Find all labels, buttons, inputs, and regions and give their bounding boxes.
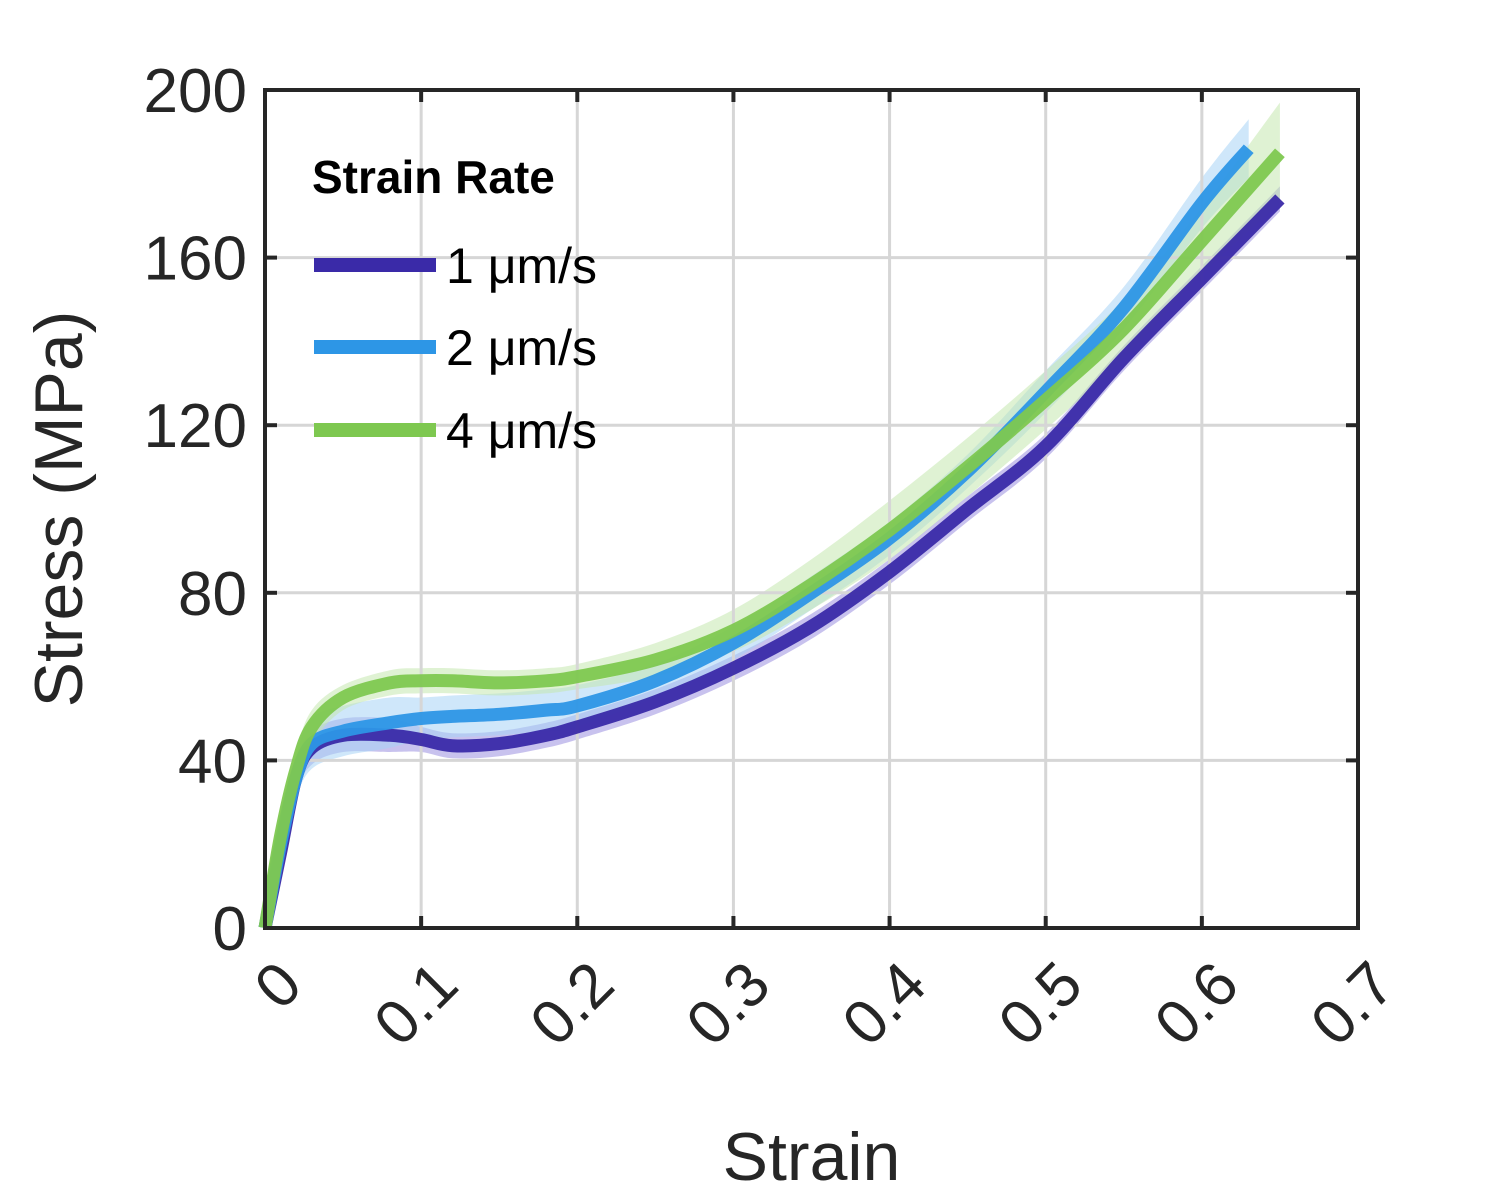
y-tick-label: 0 (213, 895, 247, 964)
x-tick-label: 0.5 (986, 949, 1096, 1059)
x-tick-label: 0.3 (674, 949, 784, 1059)
x-axis-label: Strain (723, 1119, 901, 1195)
confidence-bands (265, 102, 1280, 929)
series-line-4um (258, 148, 1285, 930)
x-tick-label: 0 (242, 949, 315, 1022)
y-axis-label: Stress (MPa) (21, 311, 97, 708)
legend: Strain Rate 1 μm/s 2 μm/s 4 μm/s (312, 151, 597, 459)
band-2um (265, 119, 1249, 929)
x-tick-label: 0.7 (1298, 949, 1408, 1059)
x-tick-label: 0.2 (517, 949, 627, 1059)
legend-label-4um: 4 μm/s (446, 403, 597, 459)
x-tick-label: 0.4 (830, 949, 940, 1059)
axis-ticks (263, 88, 1360, 930)
y-tick-label: 120 (144, 392, 247, 461)
legend-label-2um: 2 μm/s (446, 320, 597, 376)
band-4um (265, 102, 1280, 929)
y-tick-label: 160 (144, 225, 247, 294)
legend-label-1um: 1 μm/s (446, 238, 597, 294)
legend-title: Strain Rate (312, 151, 555, 203)
series-lines (258, 144, 1285, 930)
grid (265, 90, 1358, 928)
y-tick-label: 80 (178, 560, 247, 629)
plot-frame (263, 88, 1360, 930)
series-line-2um (258, 144, 1254, 930)
x-tick-label: 0.6 (1142, 949, 1252, 1059)
y-tick-label: 40 (178, 727, 247, 796)
y-tick-label: 200 (144, 57, 247, 126)
x-tick-label: 0.1 (361, 949, 471, 1059)
